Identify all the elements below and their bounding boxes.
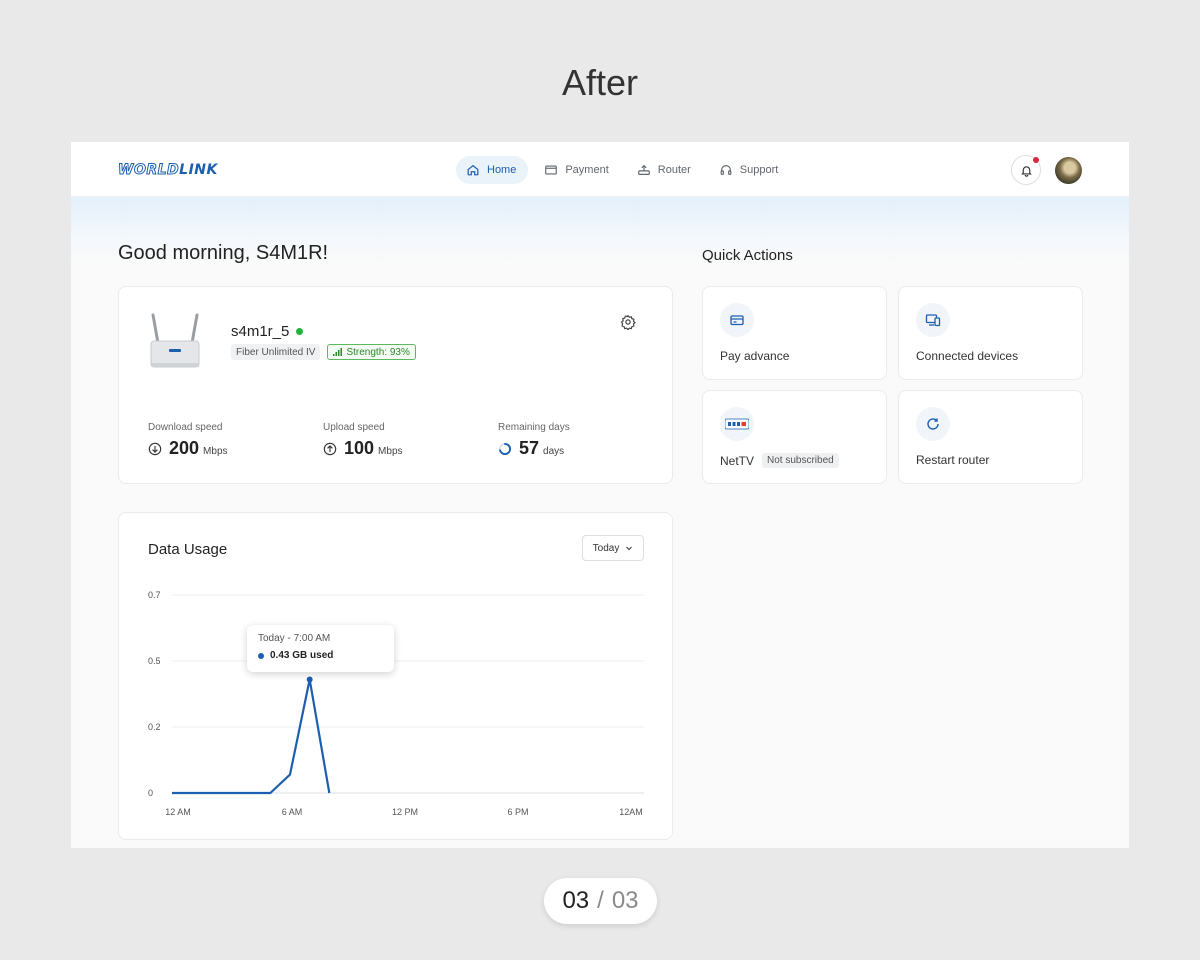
strength-badge: Strength: 93% xyxy=(327,344,416,360)
router-card: s4m1r_5 Fiber Unlimited IV Strength: 93%… xyxy=(118,286,673,484)
nettv-logo-icon xyxy=(725,418,749,430)
pager-current: 03 xyxy=(562,887,590,914)
quick-action-nettv[interactable]: NetTV Not subscribed xyxy=(702,390,887,484)
nav-item-payment[interactable]: Payment xyxy=(534,156,620,184)
highlight-point xyxy=(306,676,313,683)
home-icon xyxy=(467,164,479,176)
stat-unit: Mbps xyxy=(378,446,403,457)
header-gradient xyxy=(71,197,1129,267)
x-tick-label: 12AM xyxy=(619,807,643,817)
icon-bg xyxy=(916,303,950,337)
quick-actions-heading: Quick Actions xyxy=(702,247,793,264)
x-tick-label: 6 PM xyxy=(507,807,528,817)
tooltip-time: Today - 7:00 AM xyxy=(258,633,331,644)
progress-ring-icon xyxy=(498,442,512,455)
greeting-heading: Good morning, S4M1R! xyxy=(118,242,329,264)
main-nav: Home Payment Router Support xyxy=(456,156,790,184)
bell-icon xyxy=(1020,165,1032,177)
signal-bars-icon xyxy=(333,348,343,356)
stat-value: 57 xyxy=(519,438,540,458)
x-tick-label: 12 PM xyxy=(392,807,418,817)
nav-item-router[interactable]: Router xyxy=(627,156,703,184)
icon-bg xyxy=(720,303,754,337)
quick-action-label: Connected devices xyxy=(916,349,1019,363)
device-name: s4m1r_5 xyxy=(231,323,304,340)
quick-action-connected-devices[interactable]: Connected devices xyxy=(898,286,1083,380)
data-usage-chart: 0 0.2 0.5 0.7 12 AM 6 AM 12 PM 6 PM 12AM xyxy=(148,590,644,817)
nav-label: Home xyxy=(487,164,517,176)
upload-speed-stat: Upload speed 100 Mbps xyxy=(323,422,403,459)
slide-pager: 03 / 03 xyxy=(544,878,657,924)
remaining-days-stat: Remaining days 57 days xyxy=(498,422,570,459)
stat-unit: days xyxy=(543,446,565,457)
arrow-up-circle-icon xyxy=(323,442,337,455)
dashboard-window: WORLD LINK Home Payment Router Support xyxy=(71,142,1129,848)
nav-item-support[interactable]: Support xyxy=(709,156,791,184)
device-name-text: s4m1r_5 xyxy=(231,323,290,340)
usage-line xyxy=(172,678,331,795)
y-tick-label: 0 xyxy=(148,788,153,798)
x-tick-label: 12 AM xyxy=(165,807,191,817)
quick-action-label: NetTV xyxy=(720,453,755,468)
range-dropdown[interactable]: Today xyxy=(582,535,644,561)
worldlink-logo[interactable]: WORLD LINK xyxy=(117,162,230,179)
pager-total: 03 xyxy=(611,887,639,914)
quick-action-label: Pay advance xyxy=(720,349,790,363)
top-navbar: WORLD LINK Home Payment Router Support xyxy=(71,142,1129,197)
stat-label: Remaining days xyxy=(498,422,570,433)
unread-dot xyxy=(1033,157,1039,163)
x-tick-label: 6 AM xyxy=(282,807,303,817)
quick-action-label: Restart router xyxy=(916,453,990,467)
nav-item-home[interactable]: Home xyxy=(456,156,529,184)
tooltip-value: 0.43 GB used xyxy=(270,650,334,661)
tooltip-dot xyxy=(258,652,264,659)
subscription-badge: Not subscribed xyxy=(762,453,839,468)
refresh-icon xyxy=(927,418,939,430)
stat-value: 100 xyxy=(344,438,375,458)
devices-icon xyxy=(925,314,941,327)
user-avatar[interactable] xyxy=(1055,157,1082,184)
device-tags: Fiber Unlimited IV Strength: 93% xyxy=(231,344,416,360)
nav-label: Support xyxy=(739,164,779,176)
stat-value: 200 xyxy=(169,438,200,458)
data-usage-title: Data Usage xyxy=(148,541,228,558)
quick-action-restart-router[interactable]: Restart router xyxy=(898,390,1083,484)
stat-unit: Mbps xyxy=(203,446,228,457)
range-selected: Today xyxy=(592,542,620,554)
y-tick-label: 0.7 xyxy=(148,590,161,600)
quick-action-pay-advance[interactable]: Pay advance xyxy=(702,286,887,380)
wallet-icon xyxy=(545,165,558,175)
router-device-icon xyxy=(150,313,200,368)
arrow-down-circle-icon xyxy=(148,442,162,455)
strength-text: Strength: 93% xyxy=(346,346,410,358)
icon-bg xyxy=(916,407,950,441)
data-usage-card: Data Usage Today 0 0.2 0.5 0.7 12 AM 6 AM 12 P… xyxy=(118,512,673,840)
pager-separator: / xyxy=(597,887,604,914)
router-icon xyxy=(637,164,650,175)
y-tick-label: 0.5 xyxy=(148,656,161,666)
slide-title: After xyxy=(561,62,639,103)
gear-icon[interactable] xyxy=(620,314,636,330)
chevron-down-icon xyxy=(626,546,633,551)
stat-label: Download speed xyxy=(148,422,223,433)
logo-text-world: WORLD xyxy=(117,162,180,179)
nav-label: Router xyxy=(657,164,691,176)
download-speed-stat: Download speed 200 Mbps xyxy=(148,422,228,459)
logo-text-link: LINK xyxy=(179,162,218,178)
notifications-button[interactable] xyxy=(1011,155,1041,185)
nav-label: Payment xyxy=(565,164,609,176)
online-status-dot xyxy=(296,328,304,335)
plan-badge: Fiber Unlimited IV xyxy=(231,344,321,360)
icon-bg xyxy=(720,407,754,441)
headset-icon xyxy=(720,165,732,175)
chart-tooltip: Today - 7:00 AM 0.43 GB used xyxy=(247,625,394,672)
stat-label: Upload speed xyxy=(323,422,385,433)
card-icon xyxy=(730,315,744,326)
y-tick-label: 0.2 xyxy=(148,722,161,732)
